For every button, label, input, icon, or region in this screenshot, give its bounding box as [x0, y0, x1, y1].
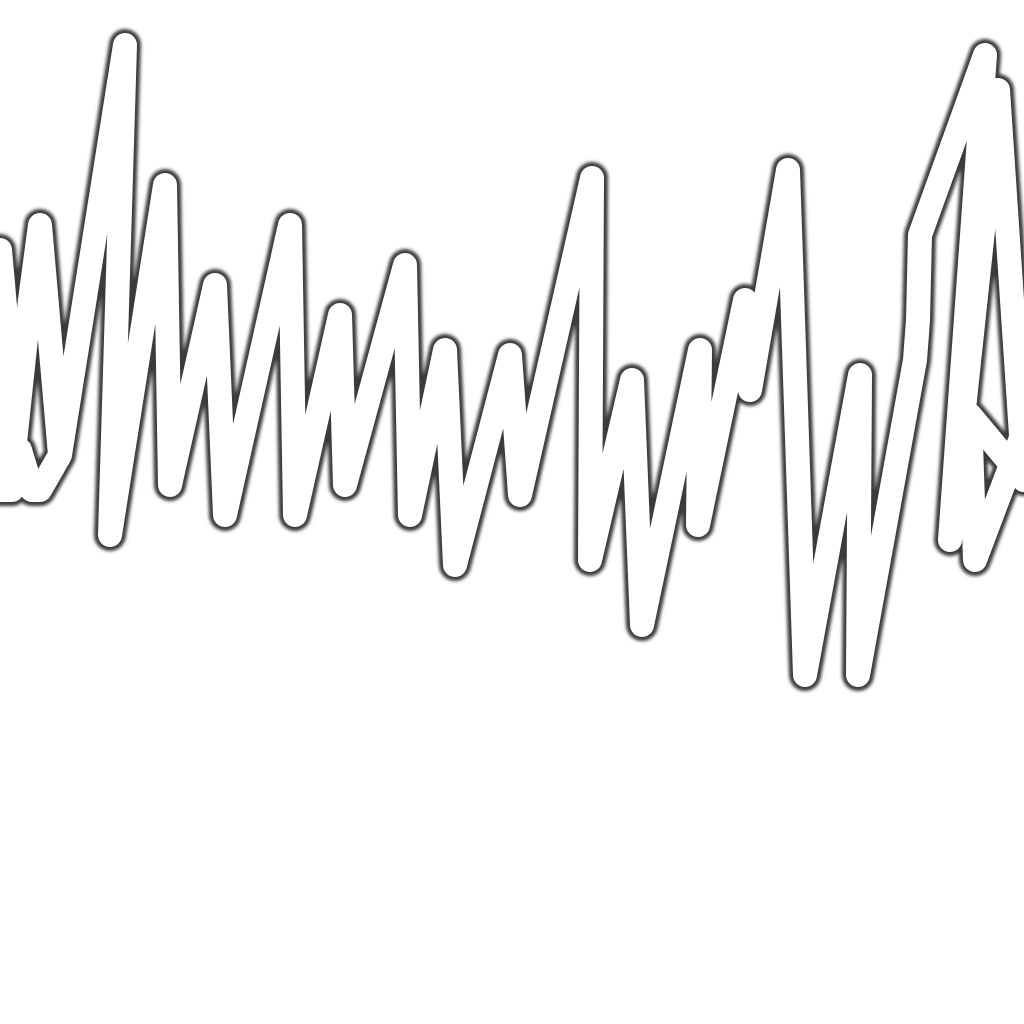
scribble-stroke	[0, 29, 1024, 691]
scribble-fill	[0, 33, 1024, 687]
